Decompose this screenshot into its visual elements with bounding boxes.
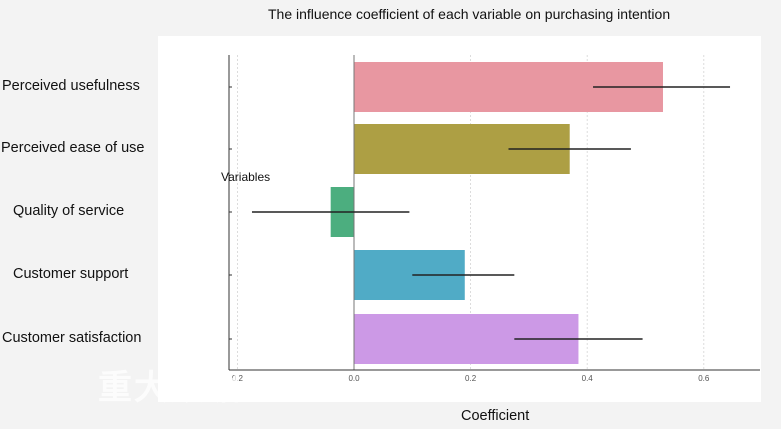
x-tick-label-0: 0.2 <box>232 374 244 383</box>
x-tick-label-1: 0.0 <box>348 374 360 383</box>
x-tick-label-3: 0.4 <box>582 374 594 383</box>
y-axis-label: Variables <box>221 170 271 184</box>
category-label-0: Perceived usefulness <box>2 78 140 94</box>
category-label-2: Quality of service <box>13 203 125 219</box>
chart-title: The influence coefficient of each variab… <box>268 6 671 22</box>
category-label-3: Customer support <box>13 266 129 282</box>
watermark: 重大数据 <box>98 369 242 407</box>
category-label-4: Customer satisfaction <box>2 330 142 346</box>
category-label-1: Perceived ease of use <box>1 140 145 156</box>
x-tick-label-4: 0.6 <box>698 374 710 383</box>
x-axis-label: Coefficient <box>461 408 530 424</box>
x-tick-label-2: 0.2 <box>465 374 477 383</box>
